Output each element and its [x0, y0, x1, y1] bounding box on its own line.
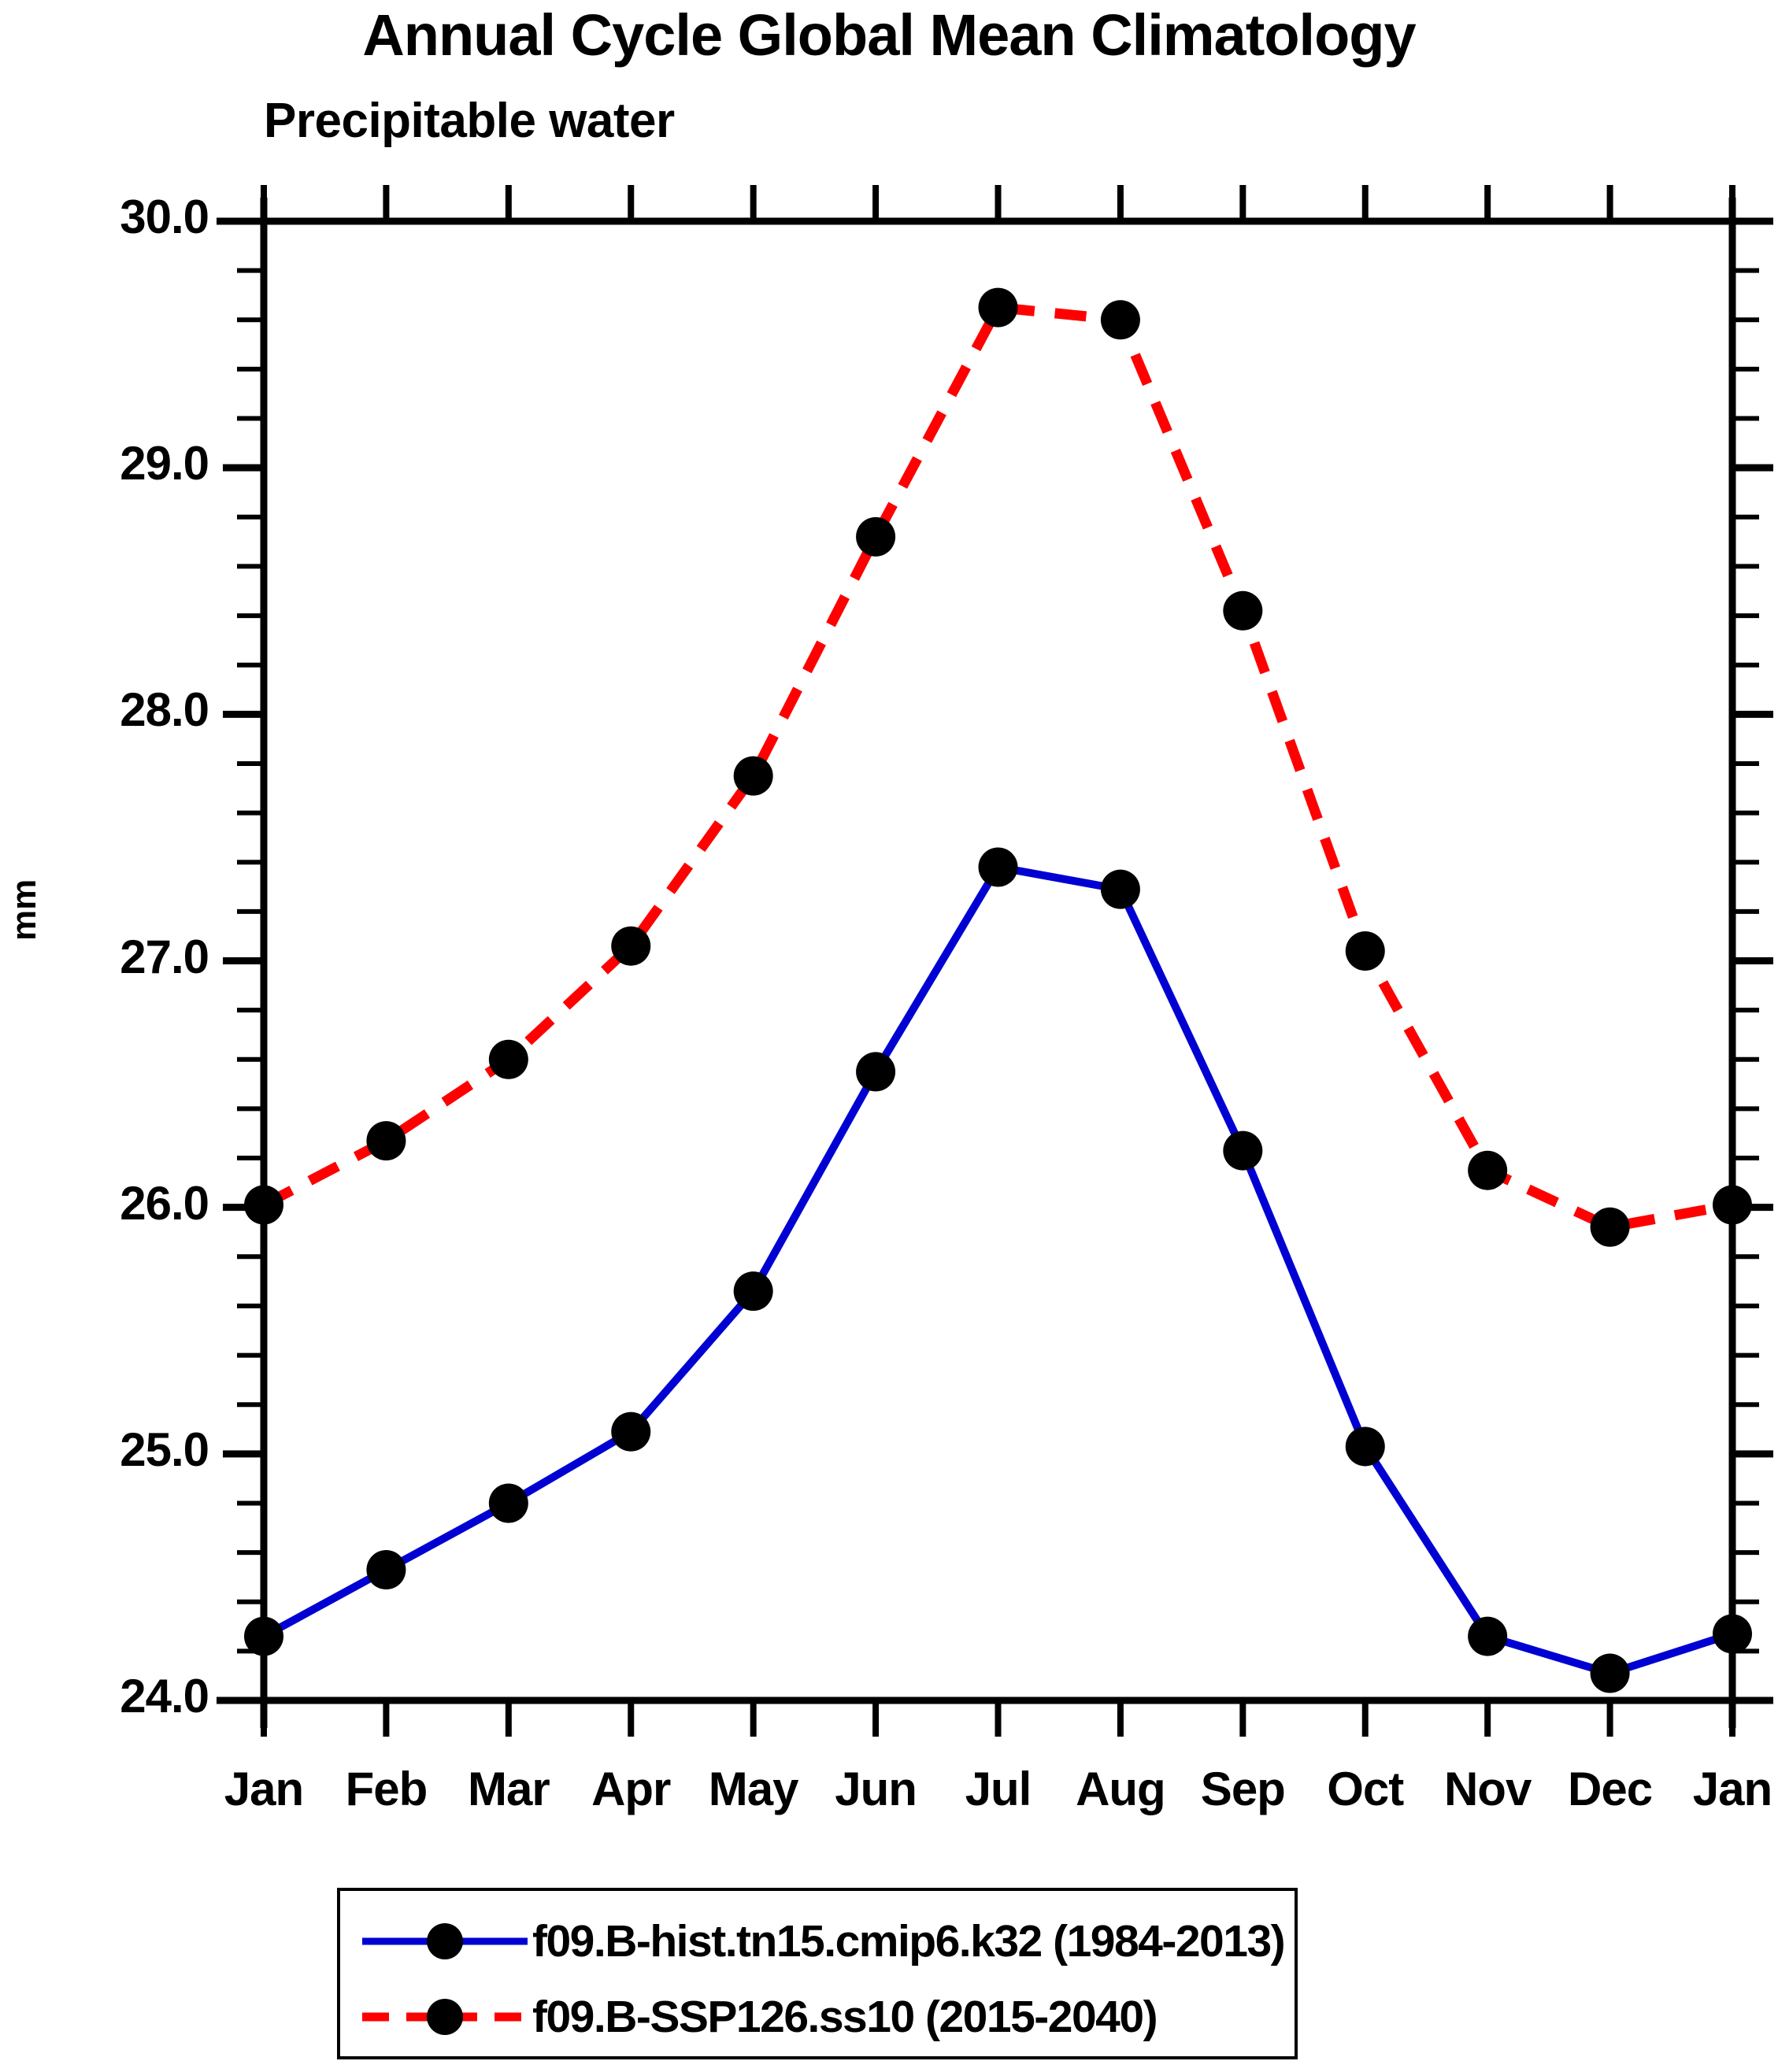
- data-point-marker: [488, 1483, 528, 1523]
- data-point-marker: [1713, 1614, 1752, 1654]
- data-point-marker: [611, 926, 651, 966]
- data-point-marker: [733, 1271, 773, 1312]
- data-point-marker: [1590, 1653, 1630, 1693]
- series-line-1: [261, 302, 1734, 1233]
- data-point-marker: [244, 1185, 283, 1225]
- series-line-0: [261, 862, 1734, 1678]
- data-point-marker: [366, 1550, 406, 1590]
- data-point-marker: [856, 516, 896, 557]
- x-tick-label: Feb: [345, 1763, 428, 1815]
- data-point-marker: [611, 1412, 651, 1452]
- data-point-marker: [1590, 1207, 1630, 1247]
- data-point-marker: [1100, 869, 1140, 909]
- data-point-marker: [1223, 590, 1263, 631]
- data-point-marker: [1468, 1150, 1508, 1190]
- data-point-marker: [1100, 300, 1140, 340]
- x-tick-label: May: [708, 1763, 799, 1815]
- data-point-marker: [366, 1121, 406, 1161]
- data-point-marker: [978, 287, 1018, 327]
- data-point-marker: [1468, 1616, 1508, 1656]
- data-point-marker: [1345, 931, 1385, 971]
- legend-item-historical: f09.B-hist.tn15.cmip6.k32 (1984-2013): [340, 1902, 1295, 1981]
- y-tick-label: 24.0: [120, 1670, 209, 1722]
- x-tick-label: Jul: [965, 1763, 1032, 1815]
- y-tick-label: 25.0: [120, 1423, 209, 1476]
- data-point-marker: [733, 756, 773, 796]
- x-tick-label: Jan: [224, 1763, 304, 1815]
- legend-label-ssp126: f09.B-SSP126.ss10 (2015-2040): [532, 1992, 1158, 2042]
- x-tick-label: Aug: [1076, 1763, 1166, 1815]
- legend-swatch-ssp126: [362, 1993, 528, 2041]
- x-tick-label: Jun: [835, 1763, 917, 1815]
- legend-swatch-historical: [362, 1918, 528, 1965]
- data-point-marker: [1223, 1130, 1263, 1171]
- x-tick-label: Mar: [467, 1763, 550, 1815]
- x-tick-label: Jan: [1692, 1763, 1772, 1815]
- data-point-marker: [244, 1616, 283, 1656]
- data-point-marker: [1345, 1426, 1385, 1467]
- y-tick-label: 26.0: [120, 1176, 209, 1230]
- y-tick-label: 30.0: [120, 191, 209, 243]
- series-layer: [244, 287, 1752, 1693]
- data-point-marker: [978, 847, 1018, 887]
- x-tick-label: Dec: [1568, 1763, 1653, 1815]
- data-point-marker: [488, 1039, 528, 1079]
- x-tick-label: Nov: [1443, 1763, 1532, 1815]
- legend-label-historical: f09.B-hist.tn15.cmip6.k32 (1984-2013): [532, 1916, 1286, 1967]
- x-tick-label: Oct: [1327, 1763, 1404, 1815]
- y-tick-label: 27.0: [120, 930, 209, 983]
- axis-layer: [217, 185, 1773, 1737]
- data-point-marker: [856, 1052, 896, 1092]
- chart-subtitle: Precipitable water: [264, 94, 675, 148]
- x-tick-label: Sep: [1200, 1763, 1286, 1815]
- legend: f09.B-hist.tn15.cmip6.k32 (1984-2013) f0…: [337, 1888, 1298, 2059]
- legend-item-ssp126: f09.B-SSP126.ss10 (2015-2040): [340, 1978, 1295, 2056]
- x-tick-label: Apr: [591, 1763, 671, 1815]
- y-tick-label: 29.0: [120, 437, 209, 490]
- y-tick-label: 28.0: [120, 683, 209, 737]
- chart-title: Annual Cycle Global Mean Climatology: [362, 2, 1416, 68]
- data-point-marker: [1713, 1185, 1752, 1225]
